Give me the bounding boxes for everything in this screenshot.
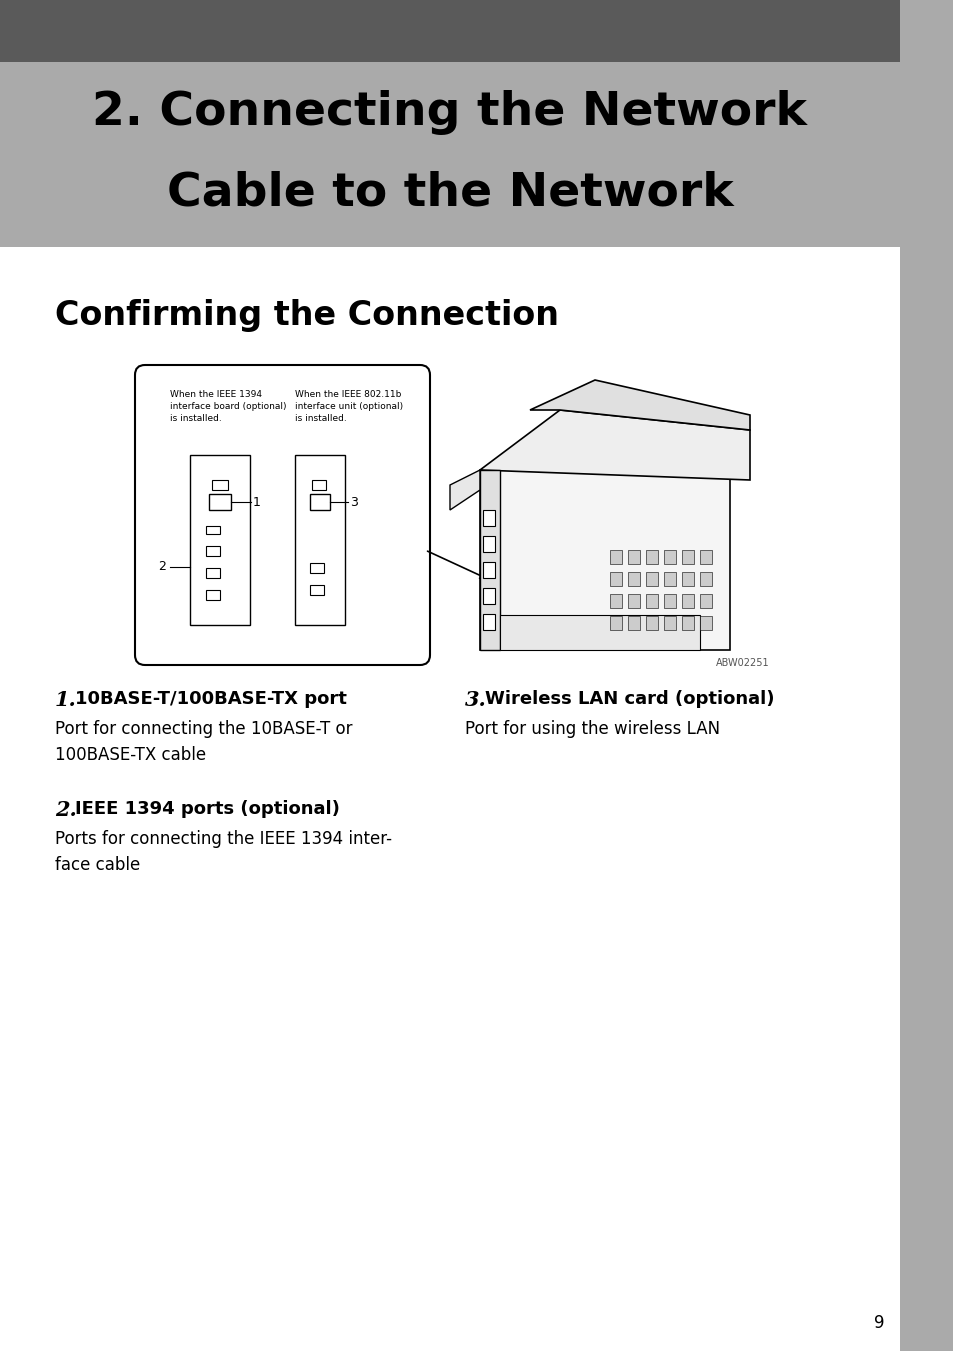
Bar: [700, 571, 711, 586]
Text: 2: 2: [158, 561, 166, 574]
Text: IEEE 1394 ports (optional): IEEE 1394 ports (optional): [75, 800, 339, 817]
Text: 3.: 3.: [464, 690, 486, 711]
Bar: [479, 470, 499, 650]
Bar: [482, 613, 495, 630]
Bar: [899, 0, 953, 1351]
Text: Confirming the Connection: Confirming the Connection: [55, 299, 558, 331]
Polygon shape: [450, 470, 479, 509]
Bar: [663, 571, 676, 586]
Bar: [645, 616, 658, 630]
Bar: [294, 455, 345, 626]
Bar: [609, 550, 621, 563]
Bar: [681, 594, 693, 608]
Text: When the IEEE 802.11b
interface unit (optional)
is installed.: When the IEEE 802.11b interface unit (op…: [294, 390, 403, 423]
Bar: [0, 0, 899, 62]
FancyBboxPatch shape: [135, 365, 430, 665]
Bar: [681, 550, 693, 563]
Bar: [482, 562, 495, 578]
Bar: [609, 571, 621, 586]
Text: 1.: 1.: [55, 690, 76, 711]
Bar: [645, 594, 658, 608]
Bar: [209, 494, 231, 509]
Text: 9: 9: [874, 1315, 884, 1332]
Bar: [627, 594, 639, 608]
Bar: [663, 550, 676, 563]
Bar: [645, 550, 658, 563]
Text: 10BASE-T/100BASE-TX port: 10BASE-T/100BASE-TX port: [75, 690, 347, 708]
Bar: [627, 571, 639, 586]
Text: When the IEEE 1394
interface board (optional)
is installed.: When the IEEE 1394 interface board (opti…: [170, 390, 286, 423]
Bar: [310, 585, 324, 594]
Bar: [645, 571, 658, 586]
Bar: [609, 594, 621, 608]
Bar: [681, 571, 693, 586]
Bar: [206, 590, 220, 600]
Bar: [190, 455, 250, 626]
Bar: [312, 480, 326, 490]
Text: ABW02251: ABW02251: [716, 658, 769, 667]
Bar: [212, 480, 228, 490]
Bar: [663, 594, 676, 608]
Text: 1: 1: [253, 496, 260, 508]
Text: 3: 3: [350, 496, 357, 508]
Bar: [700, 594, 711, 608]
Bar: [206, 546, 220, 557]
Bar: [627, 550, 639, 563]
Text: Port for connecting the 10BASE-T or
100BASE-TX cable: Port for connecting the 10BASE-T or 100B…: [55, 720, 352, 765]
Bar: [627, 616, 639, 630]
Bar: [681, 616, 693, 630]
Text: Wireless LAN card (optional): Wireless LAN card (optional): [484, 690, 774, 708]
Bar: [700, 550, 711, 563]
Text: Port for using the wireless LAN: Port for using the wireless LAN: [464, 720, 720, 738]
Bar: [206, 567, 220, 578]
Text: Cable to the Network: Cable to the Network: [167, 170, 733, 215]
Bar: [482, 536, 495, 553]
Bar: [482, 509, 495, 526]
Bar: [609, 616, 621, 630]
Bar: [700, 616, 711, 630]
Bar: [663, 616, 676, 630]
Bar: [0, 62, 899, 247]
Bar: [482, 588, 495, 604]
Text: 2. Connecting the Network: 2. Connecting the Network: [92, 91, 806, 135]
Bar: [310, 494, 330, 509]
Text: Ports for connecting the IEEE 1394 inter-
face cable: Ports for connecting the IEEE 1394 inter…: [55, 830, 392, 874]
Bar: [499, 615, 700, 650]
Text: 2.: 2.: [55, 800, 76, 820]
Bar: [206, 526, 220, 534]
Polygon shape: [530, 380, 749, 430]
Bar: [479, 470, 729, 650]
Polygon shape: [479, 409, 749, 480]
Bar: [310, 563, 324, 573]
